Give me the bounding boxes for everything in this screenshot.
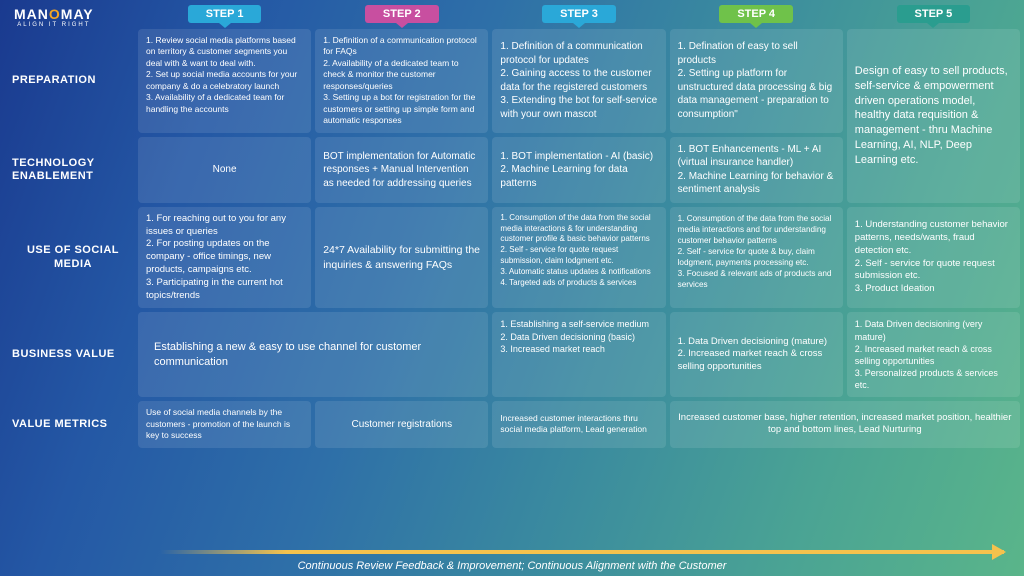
- cell-prep-tech-5-merged: Design of easy to sell products, self-se…: [847, 29, 1020, 203]
- cell-metrics-45: Increased customer base, higher retentio…: [670, 401, 1020, 447]
- row-label-metrics: VALUE METRICS: [4, 401, 134, 447]
- cell-value-12: Establishing a new & easy to use channel…: [138, 312, 488, 397]
- cell-value-5: 1. Data Driven decisioning (very mature)…: [847, 312, 1020, 397]
- step-chip-5: STEP 5: [897, 5, 971, 23]
- cell-metrics-1: Use of social media channels by the cust…: [138, 401, 311, 447]
- maturity-grid: STEP 1 STEP 2 STEP 3 STEP 4 STEP 5 PREPA…: [4, 4, 1020, 448]
- cell-metrics-2: Customer registrations: [315, 401, 488, 447]
- step-chip-3: STEP 3: [542, 5, 616, 23]
- step-chip-1: STEP 1: [188, 5, 262, 23]
- cell-value-3: 1. Establishing a self-service medium 2.…: [492, 312, 665, 397]
- row-label-tech: TECHNOLOGY ENABLEMENT: [4, 137, 134, 203]
- row-label-preparation: PREPARATION: [4, 29, 134, 133]
- cell-tech-4: 1. BOT Enhancements - ML + AI (virtual i…: [670, 137, 843, 203]
- cell-prep-2: 1. Definition of a communication protoco…: [315, 29, 488, 133]
- arrow-caption: Continuous Review Feedback & Improvement…: [0, 560, 1024, 572]
- cell-prep-1: 1. Review social media platforms based o…: [138, 29, 311, 133]
- cell-tech-1: None: [138, 137, 311, 203]
- cell-social-4: 1. Consumption of the data from the soci…: [670, 207, 843, 309]
- cell-social-2: 24*7 Availability for submitting the inq…: [315, 207, 488, 309]
- row-label-value: BUSINESS VALUE: [4, 312, 134, 397]
- row-label-social: USE OF SOCIAL MEDIA: [4, 207, 134, 309]
- cell-prep-4: 1. Defination of easy to sell products 2…: [670, 29, 843, 133]
- step-chip-4: STEP 4: [719, 5, 793, 23]
- cell-tech-2: BOT implementation for Automatic respons…: [315, 137, 488, 203]
- cell-tech-3: 1. BOT implementation - AI (basic) 2. Ma…: [492, 137, 665, 203]
- step-chip-2: STEP 2: [365, 5, 439, 23]
- cell-prep-3: 1. Definition of a communication protoco…: [492, 29, 665, 133]
- timeline-arrow: [160, 550, 1004, 554]
- cell-social-3: 1. Consumption of the data from the soci…: [492, 207, 665, 309]
- cell-metrics-3: Increased customer interactions thru soc…: [492, 401, 665, 447]
- cell-value-4: 1. Data Driven decisioning (mature) 2. I…: [670, 312, 843, 397]
- cell-social-5: 1. Understanding customer behavior patte…: [847, 207, 1020, 309]
- cell-social-1: 1. For reaching out to you for any issue…: [138, 207, 311, 309]
